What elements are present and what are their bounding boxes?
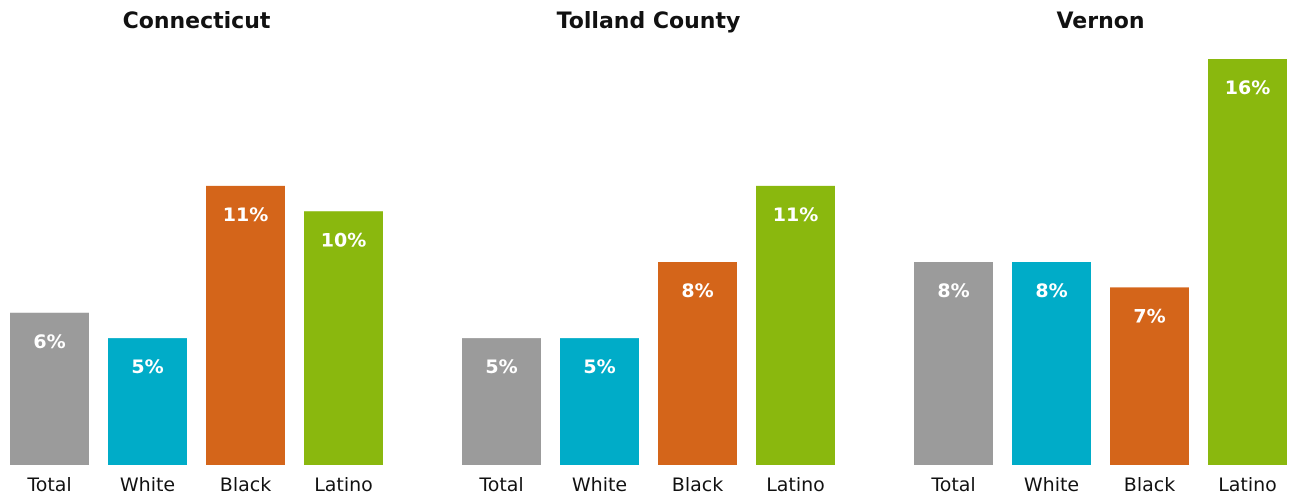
bar-value-label: 8% xyxy=(1035,280,1067,302)
chart-panel-0: Connecticut 6% Total 5% White 11% Black 10% Lati… xyxy=(10,9,383,496)
bar-value-label: 6% xyxy=(33,331,65,353)
bar-latino xyxy=(304,211,383,465)
chart-title: Tolland County xyxy=(557,9,741,34)
bar-value-label: 8% xyxy=(937,280,969,302)
bar-total xyxy=(914,262,993,465)
chart-title: Connecticut xyxy=(123,9,271,34)
chart-panel-2: Vernon 8% Total 8% White 7% Black 16% Latino xyxy=(914,9,1287,496)
bar-white xyxy=(1012,262,1091,465)
bar-value-label: 5% xyxy=(583,356,615,378)
bar-value-label: 16% xyxy=(1225,77,1270,99)
category-label: White xyxy=(1024,474,1079,496)
category-label: Black xyxy=(672,474,723,496)
chart-panel-1: Tolland County 5% Total 5% White 8% Black 11% La… xyxy=(462,9,835,496)
bar-total xyxy=(10,312,89,465)
category-label: Latino xyxy=(314,474,373,496)
chart-title: Vernon xyxy=(1056,9,1144,34)
category-label: Black xyxy=(220,474,271,496)
category-label: Black xyxy=(1124,474,1175,496)
category-label: Latino xyxy=(1218,474,1277,496)
bar-white xyxy=(108,338,187,465)
bar-latino xyxy=(756,185,835,465)
bar-value-label: 5% xyxy=(131,356,163,378)
category-label: Total xyxy=(930,474,975,496)
bar-black xyxy=(1110,287,1189,465)
category-label: Total xyxy=(478,474,523,496)
bar-value-label: 11% xyxy=(773,204,818,226)
bar-value-label: 10% xyxy=(321,229,366,251)
bar-latino xyxy=(1208,59,1287,465)
category-label: White xyxy=(572,474,627,496)
bar-value-label: 5% xyxy=(485,356,517,378)
bar-value-label: 11% xyxy=(223,204,268,226)
category-label: White xyxy=(120,474,175,496)
bar-value-label: 7% xyxy=(1133,305,1165,327)
bar-black xyxy=(206,185,285,465)
bar-black xyxy=(658,262,737,465)
category-label: Total xyxy=(26,474,71,496)
category-label: Latino xyxy=(766,474,825,496)
bar-value-label: 8% xyxy=(681,280,713,302)
bar-total xyxy=(462,338,541,465)
bar-white xyxy=(560,338,639,465)
